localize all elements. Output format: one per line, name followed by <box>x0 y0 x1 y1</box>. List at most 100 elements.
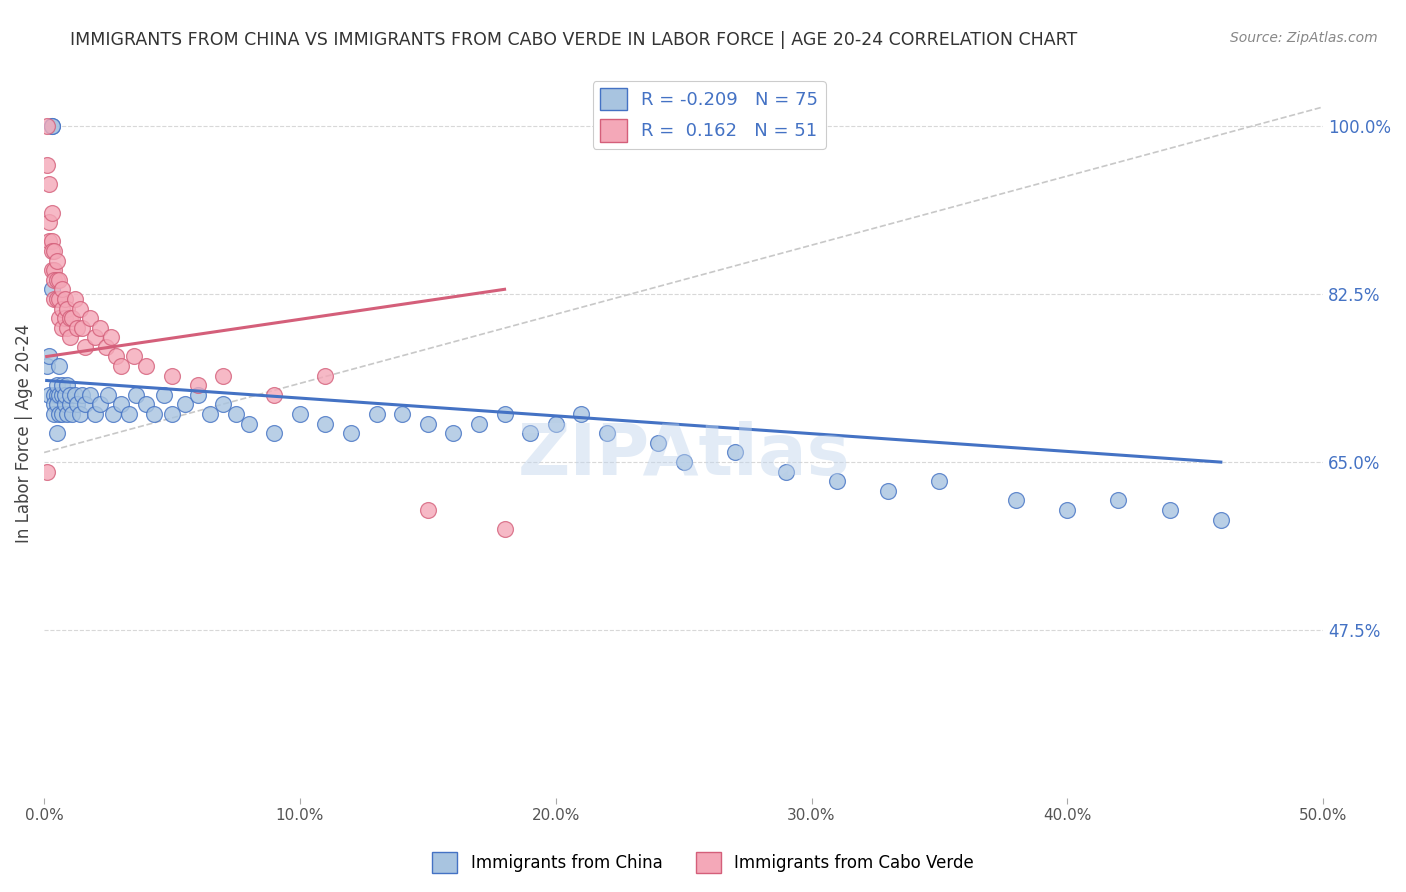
Point <box>315 417 337 431</box>
Point <box>122 350 145 364</box>
Point <box>51 301 73 316</box>
Point <box>315 368 337 383</box>
Point <box>63 388 86 402</box>
Point <box>104 350 127 364</box>
Point <box>45 426 67 441</box>
Point <box>53 397 76 411</box>
Point <box>45 292 67 306</box>
Point <box>59 330 82 344</box>
Point <box>53 292 76 306</box>
Point <box>117 407 139 421</box>
Point <box>416 503 439 517</box>
Point <box>391 407 413 421</box>
Point <box>135 397 157 411</box>
Point <box>125 388 148 402</box>
Point <box>212 397 235 411</box>
Point <box>38 177 60 191</box>
Y-axis label: In Labor Force | Age 20-24: In Labor Force | Age 20-24 <box>15 324 32 543</box>
Point <box>1005 493 1028 508</box>
Point <box>596 426 619 441</box>
Point <box>45 388 67 402</box>
Point <box>160 407 183 421</box>
Point <box>41 235 63 249</box>
Point <box>173 397 195 411</box>
Point <box>1108 493 1130 508</box>
Point <box>79 311 101 326</box>
Point <box>238 417 260 431</box>
Point <box>724 445 747 459</box>
Point <box>494 522 516 536</box>
Point <box>48 273 70 287</box>
Point <box>44 263 66 277</box>
Point <box>94 340 117 354</box>
Point <box>35 119 58 133</box>
Point <box>59 397 82 411</box>
Point <box>51 378 73 392</box>
Point <box>35 359 58 373</box>
Point <box>38 350 60 364</box>
Point <box>775 465 797 479</box>
Point <box>519 426 541 441</box>
Point <box>200 407 222 421</box>
Point <box>45 378 67 392</box>
Point <box>41 119 63 133</box>
Point <box>66 397 89 411</box>
Point <box>1209 513 1232 527</box>
Point <box>53 388 76 402</box>
Point <box>48 388 70 402</box>
Point <box>56 378 79 392</box>
Point <box>110 397 132 411</box>
Point <box>53 311 76 326</box>
Point <box>63 292 86 306</box>
Point <box>153 388 176 402</box>
Point <box>263 426 285 441</box>
Legend: R = -0.209   N = 75, R =  0.162   N = 51: R = -0.209 N = 75, R = 0.162 N = 51 <box>593 81 825 149</box>
Point <box>366 407 388 421</box>
Point <box>69 407 91 421</box>
Point <box>48 292 70 306</box>
Point <box>101 407 124 421</box>
Point <box>56 320 79 334</box>
Point <box>73 340 96 354</box>
Point <box>84 407 107 421</box>
Point <box>48 311 70 326</box>
Point <box>44 388 66 402</box>
Point <box>288 407 311 421</box>
Point <box>468 417 491 431</box>
Point <box>494 407 516 421</box>
Point <box>45 273 67 287</box>
Point <box>38 388 60 402</box>
Point <box>59 311 82 326</box>
Point <box>263 388 285 402</box>
Point <box>44 397 66 411</box>
Point <box>72 320 94 334</box>
Point <box>110 359 132 373</box>
Point <box>1159 503 1181 517</box>
Point <box>647 436 669 450</box>
Point <box>143 407 166 421</box>
Point <box>45 253 67 268</box>
Text: IMMIGRANTS FROM CHINA VS IMMIGRANTS FROM CABO VERDE IN LABOR FORCE | AGE 20-24 C: IMMIGRANTS FROM CHINA VS IMMIGRANTS FROM… <box>70 31 1077 49</box>
Point <box>60 407 83 421</box>
Point <box>544 417 567 431</box>
Point <box>212 368 235 383</box>
Point <box>79 388 101 402</box>
Point <box>72 388 94 402</box>
Point <box>38 215 60 229</box>
Point <box>441 426 464 441</box>
Point <box>41 244 63 258</box>
Point <box>416 417 439 431</box>
Point <box>44 407 66 421</box>
Point <box>225 407 247 421</box>
Point <box>672 455 695 469</box>
Point <box>41 263 63 277</box>
Point <box>44 244 66 258</box>
Point <box>45 397 67 411</box>
Point <box>66 320 89 334</box>
Point <box>60 311 83 326</box>
Point <box>35 157 58 171</box>
Point <box>41 205 63 219</box>
Point <box>51 320 73 334</box>
Point <box>928 475 950 489</box>
Point <box>160 368 183 383</box>
